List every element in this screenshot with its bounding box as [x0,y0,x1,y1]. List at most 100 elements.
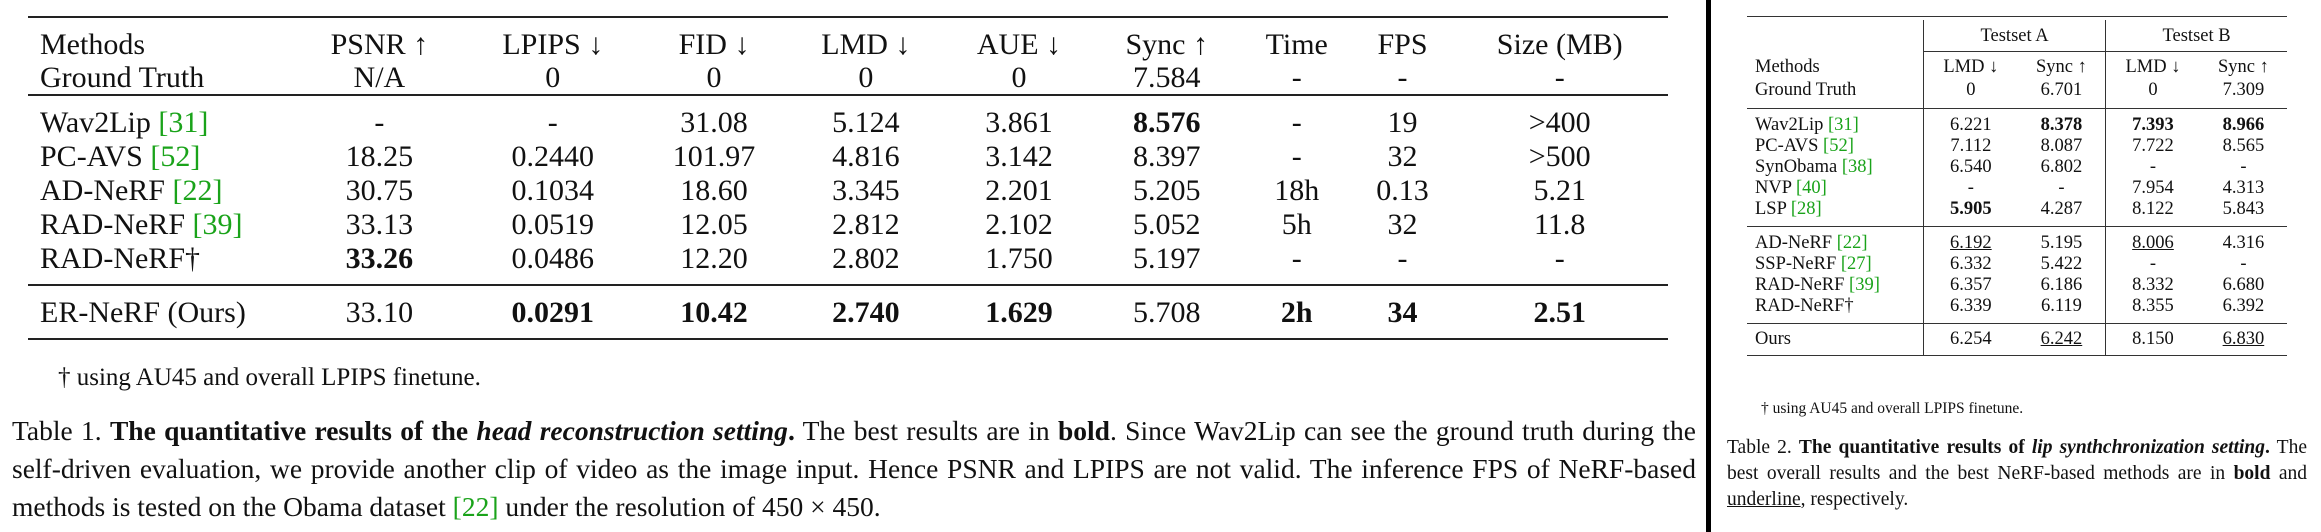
citation-link[interactable]: [22] [1836,233,1868,253]
method-cell: RAD-NeRF [39] [1747,275,1924,296]
col-fps: FPS [1377,28,1428,61]
cell: 2.740 [787,284,945,340]
cell: - [1922,178,2018,199]
cell: >500 [1528,140,1591,173]
table1-ours-row: ER-NeRF (Ours) 33.10 0.0291 10.42 2.740 … [28,284,1668,340]
nerf-best-value: 6.242 [2040,329,2083,349]
cell: N/A [353,61,406,94]
cell: 0.0486 [511,242,595,275]
cell: 6.357 [1922,275,2018,296]
col-lmd: LMD ↓ [821,28,911,61]
cell: 0 [1922,79,2018,109]
cell: 0 [545,61,561,94]
cell: 8.122 [2105,199,2200,227]
best-value: 2.740 [832,296,900,329]
cell: 0.13 [1376,174,1429,207]
cell: 32 [1387,208,1418,241]
cell: Ground Truth [40,61,205,94]
cell: 8.397 [1132,140,1201,173]
best-value: 34 [1387,296,1418,329]
citation-link[interactable]: [39] [1849,275,1880,295]
cell: 33.10 [294,284,465,340]
citation-link[interactable]: [38] [1841,157,1873,177]
method-cell: RAD-NeRF† [1747,296,1924,324]
citation-link[interactable]: [28] [1790,199,1822,219]
cell: 4.287 [2040,199,2083,219]
cell: 4.313 [2222,178,2265,198]
table-row: RAD-NeRF† 33.26 0.0486 12.20 2.802 1.750… [28,242,1668,285]
method-name: PC-AVS [40,140,151,173]
cell: 6.254 [1922,323,2018,356]
citation-link[interactable]: [40] [1795,178,1827,198]
cell: - [1554,242,1565,275]
cell: - [464,94,641,140]
table1-footnote: † using AU45 and overall LPIPS finetune. [58,364,481,391]
best-value: 5.905 [1950,199,1992,219]
cell: 5.052 [1132,208,1201,241]
cell: - [294,94,465,140]
cell: 5.124 [787,94,945,140]
cell: 8.378 [2017,108,2106,136]
citation-link[interactable]: [52] [1823,136,1854,156]
table2-header-row: Methods LMD ↓ Sync ↑ LMD ↓ Sync ↑ [1747,51,2287,79]
cell: 32 [1387,140,1418,173]
col-size: Size (MB) [1496,28,1623,61]
col-sync: Sync ↑ [1125,28,1208,61]
col-fid: FID ↓ [678,28,750,61]
best-value: 2.51 [1533,296,1586,329]
citation-link[interactable]: [39] [192,208,243,241]
citation-link[interactable]: [22] [172,174,223,207]
cell: 6.701 [2040,80,2083,100]
table2-ours-row: Ours 6.254 6.242 8.150 6.830 [1747,323,2287,356]
citation-link[interactable]: [22] [452,491,499,522]
cell: 7.393 [2105,108,2200,136]
col-lpips: LPIPS ↓ [502,28,604,61]
caption-text: under the resolution of 450 × 450. [498,491,881,522]
table2-top-rule [1747,16,2287,17]
cell: 6.802 [2040,157,2083,177]
citation-link[interactable]: [27] [1840,254,1872,274]
cell: 0.1034 [511,174,595,207]
table1-caption: Table 1. The quantitative results of the… [12,412,1696,526]
cell: 2.51 [1451,284,1668,340]
cell: - [2240,254,2247,274]
cell: - [1291,61,1302,94]
method-cell: Wav2Lip [31] [1747,108,1924,136]
citation-link[interactable]: [31] [1828,115,1859,135]
cell: 11.8 [1534,208,1586,241]
method-cell: SSP-NeRF [27] [1747,254,1924,275]
col-methods: Methods [1755,56,1820,77]
cell: - [2105,254,2200,275]
table2: Testset A Testset B Methods LMD ↓ Sync ↑… [1747,20,2287,356]
cell: 8.966 [2199,108,2287,136]
table-row: NVP [40] - - 7.954 4.313 [1747,178,2287,199]
cell [1747,20,1924,52]
col-sync-b: Sync ↑ [2217,57,2269,77]
cell: 31.08 [640,94,788,140]
cell: 7.954 [2105,178,2200,199]
citation-link[interactable]: [52] [150,140,201,173]
cell: 3.345 [832,174,900,207]
cell: 6.540 [1922,157,2018,178]
caption-italic: lip synthchronization setting [2031,437,2266,458]
cell: - [1397,242,1408,275]
cell: 2h [1239,284,1354,340]
table2-footnote: † using AU45 and overall LPIPS finetune. [1761,400,2024,417]
cell: 0.0291 [464,284,641,340]
cell: 7.722 [2105,136,2200,157]
cell: - [1291,242,1302,275]
best-value: 1.629 [985,296,1053,329]
cell: 2.802 [832,242,900,275]
caption-underline-word: underline [1727,489,1801,510]
cell: 1.750 [985,242,1053,275]
cell: 18.60 [680,174,748,207]
cell: - [1397,61,1408,94]
table-row: AD-NeRF [22] 30.75 0.1034 18.60 3.345 2.… [28,174,1668,208]
col-sync-a: Sync ↑ [2035,57,2087,77]
cell: 8.087 [2040,136,2083,156]
best-value: 33.26 [345,242,414,275]
citation-link[interactable]: [31] [158,106,209,139]
cell: 6.339 [1922,296,2018,324]
cell: 0 [2105,79,2200,109]
table-row: SSP-NeRF [27] 6.332 5.422 - - [1747,254,2287,275]
